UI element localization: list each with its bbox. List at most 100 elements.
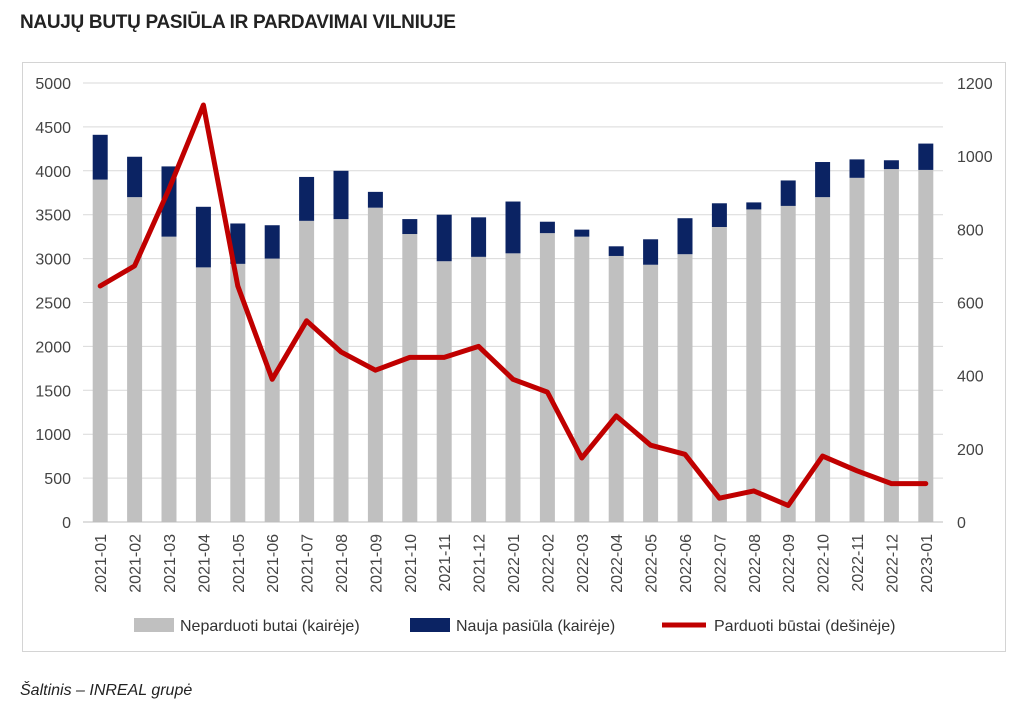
y-left-tick-label: 1500 (35, 383, 71, 400)
bar-new-supply (746, 202, 762, 210)
x-tick-label: 2021-01 (93, 534, 110, 593)
chart-frame (22, 62, 1006, 652)
x-tick-label: 2021-10 (403, 534, 420, 593)
bar-new-supply (918, 143, 934, 170)
x-tick-label: 2023-01 (919, 534, 936, 593)
x-tick-label: 2021-07 (300, 534, 317, 593)
bar-new-supply (195, 206, 211, 268)
y-right-tick-label: 200 (957, 442, 984, 459)
bar-unsold (402, 234, 418, 523)
bar-unsold (471, 256, 487, 522)
y-left-tick-label: 4500 (35, 120, 71, 137)
bar-unsold (574, 236, 590, 522)
legend-new-supply-swatch (410, 618, 450, 632)
bar-unsold (230, 263, 246, 522)
bar-new-supply (92, 134, 108, 180)
x-tick-label: 2022-09 (781, 534, 798, 593)
bar-unsold (264, 258, 280, 522)
bar-unsold (505, 253, 521, 522)
chart-title: NAUJŲ BUTŲ PASIŪLA IR PARDAVIMAI VILNIUJ… (20, 12, 456, 33)
x-tick-label: 2021-05 (231, 534, 248, 593)
bar-new-supply (436, 214, 452, 262)
bar-unsold (127, 197, 143, 522)
y-left-tick-label: 1000 (35, 427, 71, 444)
y-right-tick-label: 0 (957, 515, 966, 532)
y-left-tick-label: 2500 (35, 296, 71, 313)
bar-unsold (608, 255, 624, 522)
x-tick-label: 2021-04 (196, 534, 213, 593)
x-tick-label: 2021-09 (368, 534, 385, 593)
x-tick-label: 2022-04 (609, 534, 626, 593)
bar-unsold (746, 209, 762, 522)
x-tick-label: 2021-03 (162, 534, 179, 593)
x-tick-label: 2022-05 (644, 534, 661, 593)
bar-unsold (367, 207, 383, 522)
bar-new-supply (127, 156, 143, 198)
source-note: Šaltinis – INREAL grupė (20, 682, 193, 699)
bar-new-supply (643, 239, 659, 265)
y-left-tick-label: 3500 (35, 208, 71, 225)
bar-unsold (161, 236, 177, 522)
x-tick-label: 2022-06 (678, 534, 695, 593)
bar-new-supply (849, 159, 865, 178)
bar-new-supply (711, 203, 727, 227)
y-right-tick-label: 800 (957, 222, 984, 239)
y-left-tick-label: 3000 (35, 252, 71, 269)
line-sold (97, 102, 929, 508)
x-tick-label: 2022-03 (575, 534, 592, 593)
bar-unsold (918, 169, 934, 522)
y-right-tick-label: 1000 (957, 149, 993, 166)
bar-unsold (195, 267, 211, 522)
x-tick-label: 2022-07 (712, 534, 729, 593)
bar-new-supply (299, 176, 315, 221)
bar-unsold (883, 169, 899, 522)
x-tick-label: 2022-10 (816, 534, 833, 593)
bar-new-supply (402, 219, 418, 235)
bar-unsold (815, 197, 831, 522)
y-right-tick-label: 1200 (957, 76, 993, 93)
bar-new-supply (539, 221, 555, 234)
bar-unsold (780, 205, 796, 523)
bar-unsold (711, 226, 727, 522)
x-tick-label: 2022-08 (747, 534, 764, 593)
y-left-tick-label: 500 (44, 471, 71, 488)
y-right-tick-label: 400 (957, 369, 984, 386)
bar-unsold (436, 261, 452, 522)
x-tick-label: 2022-11 (850, 534, 867, 592)
x-tick-label: 2022-02 (540, 534, 557, 593)
bar-new-supply (608, 246, 624, 256)
x-tick-label: 2021-02 (128, 534, 145, 593)
y-left-tick-label: 2000 (35, 339, 71, 356)
bar-unsold (539, 233, 555, 522)
bar-unsold (92, 179, 108, 522)
legend-unsold-swatch (134, 618, 174, 632)
x-tick-label: 2021-11 (437, 534, 454, 592)
bar-new-supply (677, 218, 693, 255)
y-left-tick-label: 0 (62, 515, 71, 532)
x-tick-label: 2022-12 (884, 534, 901, 593)
x-tick-label: 2021-12 (472, 534, 489, 593)
bar-new-supply (574, 229, 590, 237)
bar-unsold (299, 220, 315, 522)
bar-new-supply (333, 170, 349, 220)
bar-new-supply (780, 180, 796, 206)
bar-new-supply (471, 217, 487, 257)
bar-new-supply (815, 162, 831, 198)
x-tick-label: 2022-01 (506, 534, 523, 593)
legend-sold-label: Parduoti būstai (dešinėje) (714, 618, 895, 635)
bar-new-supply (883, 160, 899, 170)
bar-unsold (849, 177, 865, 522)
x-tick-label: 2021-06 (265, 534, 282, 593)
bar-unsold (643, 264, 659, 522)
y-left-tick-label: 5000 (35, 76, 71, 93)
y-right-tick-label: 600 (957, 296, 984, 313)
bar-new-supply (505, 201, 521, 254)
y-left-tick-label: 4000 (35, 164, 71, 181)
bar-unsold (333, 219, 349, 522)
legend-unsold-label: Neparduoti butai (kairėje) (180, 618, 360, 635)
legend-new-supply-label: Nauja pasiūla (kairėje) (456, 618, 615, 635)
bar-new-supply (264, 225, 280, 259)
x-tick-label: 2021-08 (334, 534, 351, 593)
bar-new-supply (367, 191, 383, 208)
